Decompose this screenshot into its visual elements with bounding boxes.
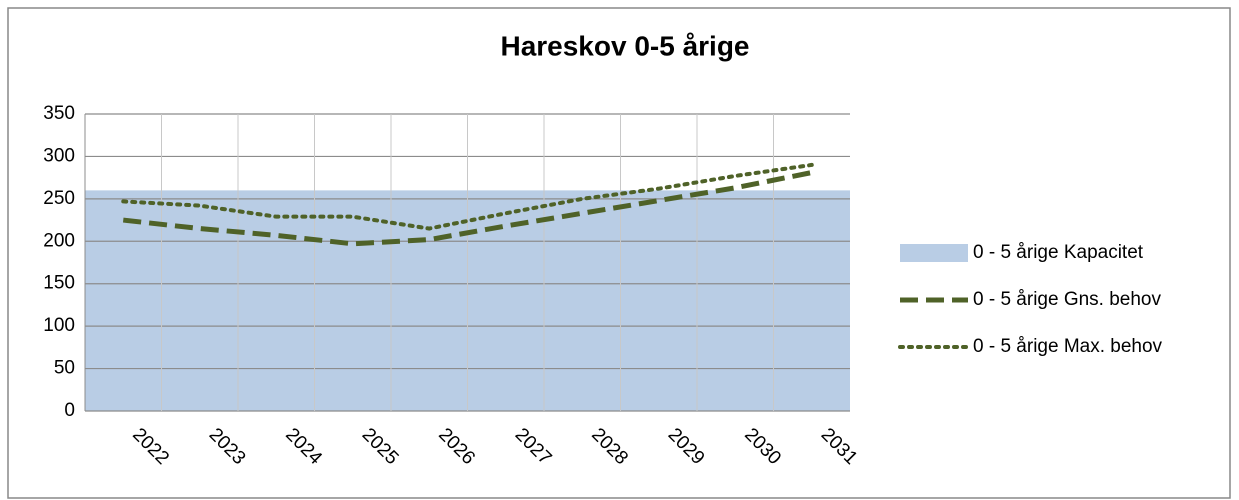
line-series xyxy=(122,170,813,247)
y-tick-label: 250 xyxy=(43,188,75,209)
y-tick-label: 350 xyxy=(43,103,75,124)
y-tick-label: 150 xyxy=(43,273,75,294)
legend-label: 0 - 5 årige Max. behov xyxy=(973,336,1163,357)
chart-title: Hareskov 0-5 årige xyxy=(500,30,749,61)
y-tick-label: 300 xyxy=(43,145,75,166)
line-series xyxy=(121,162,814,231)
legend-swatch xyxy=(900,244,968,262)
y-tick-label: 50 xyxy=(54,358,75,379)
y-tick-label: 100 xyxy=(43,315,75,336)
legend-label: 0 - 5 årige Kapacitet xyxy=(973,242,1144,263)
y-tick-label: 200 xyxy=(43,230,75,251)
legend-label: 0 - 5 årige Gns. behov xyxy=(973,289,1161,310)
y-tick-label: 0 xyxy=(64,400,75,421)
